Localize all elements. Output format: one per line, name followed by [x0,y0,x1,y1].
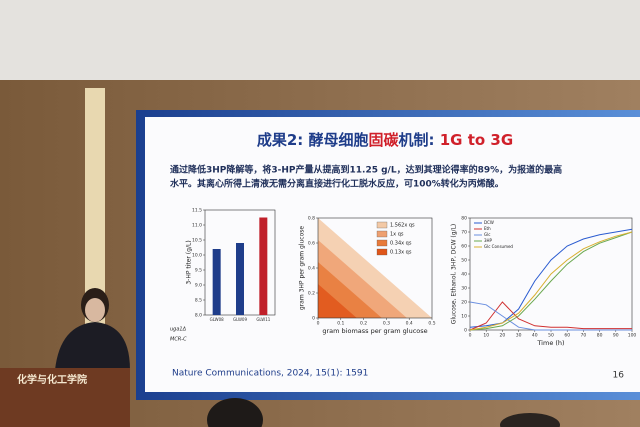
x-tick-label: 10 [483,333,489,339]
legend-label: DCW [484,220,494,225]
podium [0,368,130,427]
x-tick-label: GLW08 [210,317,224,322]
x-tick-label: GLW11 [256,317,270,322]
y-tick-label: 11.0 [192,223,202,229]
x-tick-label: 0.5 [428,321,435,327]
series-line [469,301,632,331]
x-tick-label: 20 [500,333,506,339]
series-line [469,231,633,331]
legend-label: Eth [484,226,491,231]
ceiling [0,0,640,90]
y-tick-label: 9.5 [195,268,202,274]
x-tick-label: 0.1 [337,321,344,327]
y-tick-label: 0 [464,328,467,334]
row-label: uga1Δ [170,327,187,333]
body-line: 水平。其离心所得上清液无需分离直接进行化工脱水反应，可100%转化为丙烯酸。 [170,178,504,190]
x-tick-label: 0 [317,321,320,327]
x-axis-label: Time (h) [536,339,564,347]
row-label: MCR-C [170,337,187,343]
y-axis-label: 3-HP titer (g/L) [186,240,193,284]
page-number: 16 [613,371,625,381]
title-part: 成果2: 酵母细胞 [257,131,369,149]
legend-label: 1x qs [390,232,404,238]
x-tick-label: GLW09 [233,317,247,322]
legend-swatch [376,230,388,238]
y-tick-label: 10.0 [192,253,202,259]
x-tick-label: 0 [469,333,472,339]
y-tick-label: 0.6 [308,241,315,247]
body-line: 通过降低3HP降解等，将3-HP产量从提高到11.25 g/L，达到其理论得率的… [170,164,562,176]
x-tick-label: 0.4 [406,321,413,327]
citation: Nature Communications, 2024, 15(1): 1591 [172,369,368,379]
x-tick-label: 0.2 [360,321,367,327]
legend-swatch [376,239,388,247]
x-tick-label: 80 [597,333,603,339]
x-tick-label: 60 [564,333,570,339]
y-tick-label: 80 [461,216,467,222]
x-tick-label: 90 [613,333,619,339]
legend-label: 3HP [484,238,493,243]
x-tick-label: 0.3 [383,321,390,327]
audience-head [500,413,560,427]
legend-label: 0.13x qs [390,250,412,256]
y-tick-label: 60 [461,244,467,250]
y-tick-label: 0.8 [308,216,315,222]
y-tick-label: 50 [461,258,467,264]
y-tick-label: 30 [461,286,467,292]
y-tick-label: 10 [461,314,467,320]
legend-swatch [376,221,388,229]
title-part: 1G to 3G [440,131,513,149]
y-tick-label: 10.5 [192,238,202,244]
y-tick-label: 8.5 [195,298,202,304]
speaker [55,288,130,370]
x-tick-label: 70 [581,333,587,339]
bar [212,249,221,315]
y-tick-label: 8.0 [195,313,202,319]
y-tick-label: 40 [461,272,467,278]
y-tick-label: 9.0 [195,283,202,289]
bar [259,217,268,315]
series-line [469,301,632,331]
y-tick-label: 70 [461,230,467,236]
audience-head [207,398,263,427]
x-tick-label: 40 [532,333,538,339]
legend-label: 0.34x qs [390,241,412,247]
series-line [469,231,633,331]
y-tick-label: 0.4 [308,266,315,272]
y-tick-label: 20 [461,300,467,306]
charts: 8.0 8.5 9.0 9.5 10.0 10.5 11.0 11.5 3-HP titer (… [170,208,636,348]
region [318,284,357,318]
y-tick-label: 11.5 [192,208,202,214]
legend-label: 1.562x qs [390,223,415,229]
x-tick-label: 50 [548,333,554,339]
y-tick-label: 0 [312,316,315,322]
x-tick-label: 100 [628,333,637,339]
y-axis-label: Glucose, Ethanol, 3HP, DCW (g/L) [451,224,458,325]
bar [236,243,244,315]
x-axis-label: gram biomass per gram glucose [322,327,427,335]
y-tick-label: 0.2 [308,291,315,297]
legend-label: Glc Consumed [484,244,513,249]
title-part: 固碳 [369,131,400,149]
legend-swatch [376,248,388,256]
slide-title: 成果2: 酵母细胞固碳机制: 1G to 3G [257,131,513,149]
podium-label: 化学与化工学院 [17,373,87,386]
y-axis-label: gram 3HP per gram glucose [299,226,306,311]
title-part: 机制: [399,131,440,149]
legend-label: Glc [484,232,490,237]
x-tick-label: 30 [516,333,522,339]
